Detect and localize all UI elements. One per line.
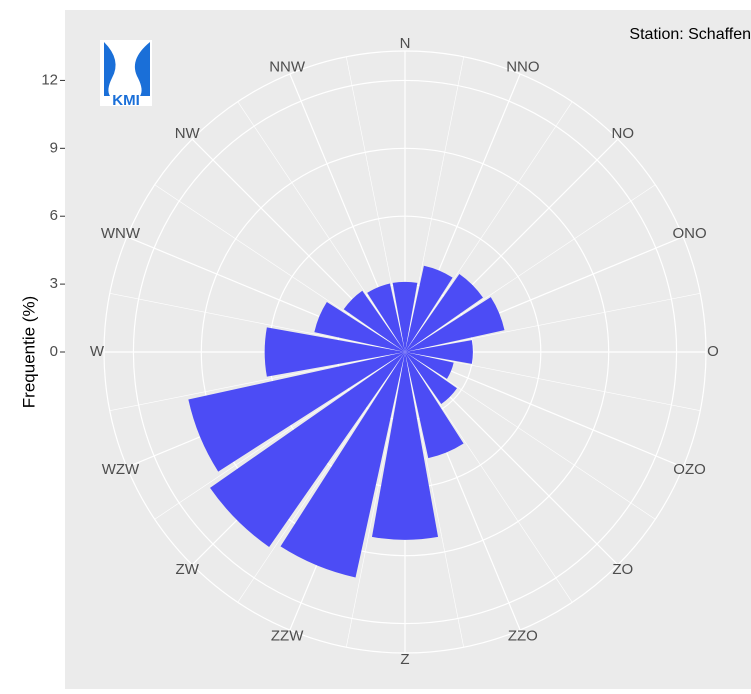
bar (405, 352, 464, 459)
direction-label: NO (612, 125, 635, 142)
bar (405, 274, 483, 352)
direction-label: WZW (102, 461, 140, 478)
bar (343, 290, 405, 352)
minor-radial-line (109, 292, 406, 353)
minor-radial-line (404, 184, 656, 353)
bar (367, 283, 405, 352)
y-axis-title: Frequentie (%) (19, 296, 38, 408)
bar (405, 352, 457, 404)
direction-label: NNW (269, 58, 306, 75)
logo: KMI (100, 40, 152, 109)
direction-label: NNO (506, 58, 539, 75)
y-tick-label: 3 (50, 275, 58, 292)
station-annotation: Station: Schaffen (629, 26, 751, 43)
minor-radial-line (404, 351, 701, 412)
bar (314, 301, 405, 352)
direction-label: ZW (176, 561, 200, 578)
y-tick-label: 12 (41, 71, 58, 88)
bar (392, 281, 418, 352)
direction-label: ZO (612, 561, 633, 578)
direction-label: WNW (101, 225, 141, 242)
y-tick-label: 6 (50, 207, 58, 224)
bar (371, 352, 439, 540)
bar (405, 352, 454, 379)
minor-radial-line (404, 292, 701, 353)
bar (210, 352, 405, 547)
labels: N NNO NO ONO O OZO ZO ZZO Z ZZW ZW WZW W WNW NW NNW (90, 35, 719, 668)
direction-label: Z (400, 651, 409, 668)
minor-radial-line (404, 351, 573, 603)
direction-label: O (707, 343, 719, 360)
direction-label: W (90, 343, 105, 360)
minor-radial-line (154, 351, 406, 520)
minor-radial-line (345, 351, 406, 648)
logo-shape (134, 42, 150, 96)
minor-radial-line (404, 351, 656, 520)
bar (188, 352, 405, 472)
radial-line (404, 351, 684, 468)
y-tick-label: 9 (50, 139, 58, 156)
direction-label: ZZW (271, 628, 304, 645)
bar (405, 340, 473, 364)
y-tick-label: 0 (50, 343, 58, 360)
minor-radial-line (404, 56, 465, 353)
bars (188, 265, 505, 578)
minor-radial-line (345, 56, 406, 353)
minor-radial-line (109, 351, 406, 412)
minor-radial-line (404, 101, 573, 353)
bar (405, 297, 505, 352)
direction-label: ONO (672, 225, 706, 242)
minor-radial-line (404, 351, 465, 648)
bar (280, 352, 405, 578)
direction-label: OZO (673, 461, 706, 478)
minor-radial-line (237, 351, 406, 603)
direction-label: ZZO (508, 628, 538, 645)
minor-radial-line (237, 101, 406, 353)
logo-text: KMI (112, 92, 140, 109)
logo-shape (104, 42, 116, 96)
direction-label: N (400, 35, 411, 52)
minor-radial-line (154, 184, 406, 353)
bar (264, 327, 405, 377)
bar (405, 265, 453, 352)
direction-label: NW (175, 125, 201, 142)
